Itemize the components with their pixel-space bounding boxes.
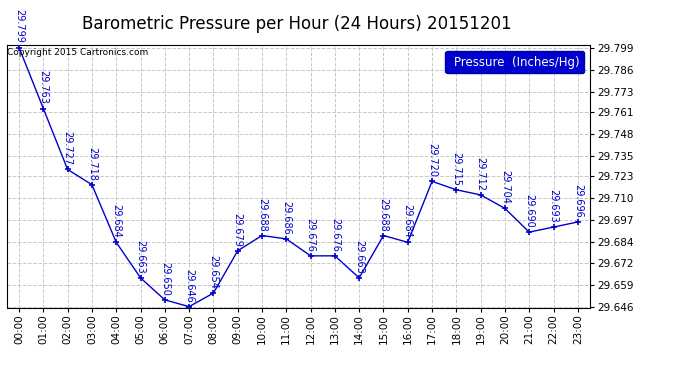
Text: 29.696: 29.696 bbox=[573, 184, 583, 218]
Pressure  (Inches/Hg) bbox=[185, 304, 193, 309]
Text: 29.704: 29.704 bbox=[500, 170, 510, 204]
Pressure  (Inches/Hg) bbox=[452, 188, 460, 192]
Text: 29.676: 29.676 bbox=[330, 218, 340, 252]
Text: 29.799: 29.799 bbox=[14, 9, 24, 44]
Pressure  (Inches/Hg) bbox=[501, 206, 509, 211]
Text: Barometric Pressure per Hour (24 Hours) 20151201: Barometric Pressure per Hour (24 Hours) … bbox=[82, 15, 511, 33]
Text: 29.763: 29.763 bbox=[39, 70, 48, 104]
Text: 29.688: 29.688 bbox=[378, 198, 388, 231]
Pressure  (Inches/Hg) bbox=[15, 45, 23, 50]
Text: 29.688: 29.688 bbox=[257, 198, 267, 231]
Pressure  (Inches/Hg) bbox=[161, 298, 169, 302]
Pressure  (Inches/Hg) bbox=[477, 193, 485, 197]
Pressure  (Inches/Hg) bbox=[258, 233, 266, 238]
Text: 29.686: 29.686 bbox=[282, 201, 291, 235]
Text: 29.663: 29.663 bbox=[135, 240, 146, 274]
Text: 29.718: 29.718 bbox=[87, 147, 97, 180]
Line: Pressure  (Inches/Hg): Pressure (Inches/Hg) bbox=[16, 44, 581, 310]
Pressure  (Inches/Hg) bbox=[306, 254, 315, 258]
Text: 29.676: 29.676 bbox=[306, 218, 315, 252]
Text: 29.693: 29.693 bbox=[549, 189, 558, 223]
Pressure  (Inches/Hg) bbox=[39, 106, 48, 111]
Pressure  (Inches/Hg) bbox=[573, 220, 582, 224]
Pressure  (Inches/Hg) bbox=[209, 291, 217, 296]
Text: Copyright 2015 Cartronics.com: Copyright 2015 Cartronics.com bbox=[8, 48, 149, 57]
Text: 29.690: 29.690 bbox=[524, 194, 534, 228]
Pressure  (Inches/Hg) bbox=[63, 167, 72, 172]
Text: 29.650: 29.650 bbox=[160, 262, 170, 296]
Pressure  (Inches/Hg) bbox=[380, 233, 388, 238]
Text: 29.679: 29.679 bbox=[233, 213, 243, 247]
Pressure  (Inches/Hg) bbox=[404, 240, 412, 244]
Text: 29.684: 29.684 bbox=[403, 204, 413, 238]
Text: 29.646: 29.646 bbox=[184, 269, 194, 303]
Text: 29.720: 29.720 bbox=[427, 143, 437, 177]
Text: 29.663: 29.663 bbox=[354, 240, 364, 274]
Text: 29.684: 29.684 bbox=[111, 204, 121, 238]
Pressure  (Inches/Hg) bbox=[112, 240, 120, 244]
Text: 29.654: 29.654 bbox=[208, 255, 219, 289]
Text: 29.712: 29.712 bbox=[475, 157, 486, 191]
Pressure  (Inches/Hg) bbox=[355, 276, 364, 280]
Pressure  (Inches/Hg) bbox=[331, 254, 339, 258]
Text: 29.715: 29.715 bbox=[451, 152, 462, 186]
Pressure  (Inches/Hg) bbox=[282, 237, 290, 241]
Pressure  (Inches/Hg) bbox=[525, 230, 533, 234]
Text: 29.727: 29.727 bbox=[63, 131, 72, 165]
Pressure  (Inches/Hg) bbox=[428, 179, 436, 184]
Legend: Pressure  (Inches/Hg): Pressure (Inches/Hg) bbox=[446, 51, 584, 74]
Pressure  (Inches/Hg) bbox=[549, 225, 558, 229]
Pressure  (Inches/Hg) bbox=[137, 276, 145, 280]
Pressure  (Inches/Hg) bbox=[88, 183, 96, 187]
Pressure  (Inches/Hg) bbox=[233, 249, 242, 253]
